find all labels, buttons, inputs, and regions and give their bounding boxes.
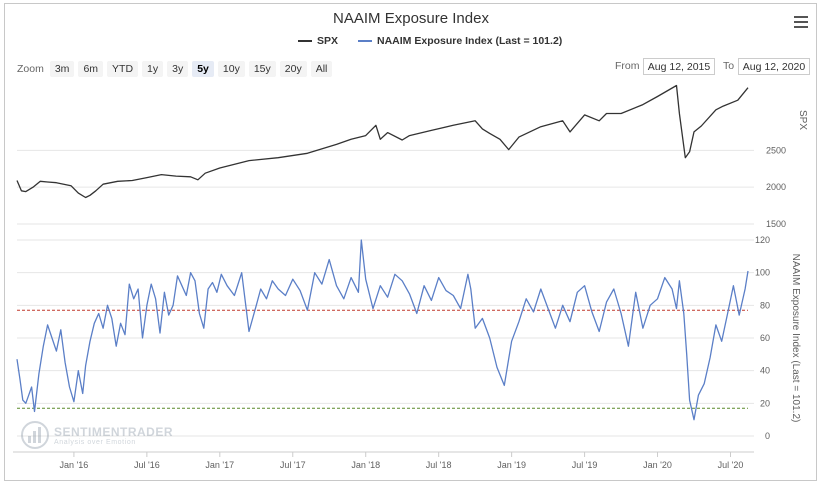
legend-label-spx: SPX: [317, 35, 339, 47]
hamburger-menu-icon[interactable]: [794, 16, 808, 28]
chart-frame: [4, 3, 817, 481]
watermark-tagline: Analysis over Emotion: [54, 438, 136, 446]
x-tick-label: Jan '17: [205, 460, 234, 470]
series-line-naaim: [16, 239, 749, 421]
y-tick-label-naaim: 60: [760, 333, 770, 343]
zoom-button-15y[interactable]: 15y: [248, 61, 276, 77]
zoom-button-1y[interactable]: 1y: [142, 61, 164, 77]
range-to-input[interactable]: Aug 12, 2020: [738, 58, 810, 75]
zoom-button-5y[interactable]: 5y: [192, 61, 214, 77]
zoom-button-10y[interactable]: 10y: [217, 61, 245, 77]
x-tick-label: Jan '16: [60, 460, 89, 470]
series-line-spx: [16, 84, 749, 199]
x-tick-label: Jul '20: [718, 460, 744, 470]
x-tick-label: Jan '20: [643, 460, 672, 470]
x-tick-label: Jan '18: [351, 460, 380, 470]
y-axis-title-naaim: NAAIM Exposure Index (Last = 101.2): [790, 254, 801, 423]
x-tick-label: Jan '19: [497, 460, 526, 470]
zoom-button-3y[interactable]: 3y: [167, 61, 189, 77]
zoom-label: Zoom: [17, 63, 44, 75]
y-tick-label-spx: 1500: [766, 219, 786, 229]
legend-swatch-naaim: [358, 40, 373, 42]
zoom-button-all[interactable]: All: [310, 61, 333, 77]
legend-label-naaim: NAAIM Exposure Index (Last = 101.2): [377, 35, 563, 47]
x-tick-label: Jul '19: [572, 460, 598, 470]
legend-swatch-spx: [298, 40, 312, 42]
range-from-label: From: [615, 60, 640, 72]
x-tick-label: Jul '16: [134, 460, 160, 470]
zoom-button-6m[interactable]: 6m: [78, 61, 104, 77]
watermark: SENTIMENTRADER Analysis over Emotion: [20, 420, 173, 450]
y-axis-title-spx: SPX: [797, 110, 808, 130]
y-tick-label-naaim: 100: [755, 268, 770, 278]
y-tick-label-naaim: 80: [760, 300, 770, 310]
legend-item-naaim[interactable]: NAAIM Exposure Index (Last = 101.2): [358, 35, 562, 47]
legend-item-spx[interactable]: SPX: [298, 35, 338, 47]
watermark-logo-icon: [20, 420, 50, 450]
y-tick-label-naaim: 40: [760, 366, 770, 376]
y-tick-label-naaim: 20: [760, 398, 770, 408]
chart-title: NAAIM Exposure Index: [333, 10, 489, 27]
watermark-name: SENTIMENTRADER: [54, 424, 174, 439]
x-tick-label: Jul '17: [280, 460, 306, 470]
y-tick-label-naaim: 120: [755, 235, 770, 245]
y-tick-label-spx: 2000: [766, 182, 786, 192]
y-tick-label-naaim: 0: [765, 431, 770, 441]
x-tick-label: Jul '18: [426, 460, 452, 470]
y-tick-label-spx: 2500: [766, 145, 786, 155]
range-from-input[interactable]: Aug 12, 2015: [643, 58, 715, 75]
range-to-label: To: [723, 60, 735, 72]
zoom-button-ytd[interactable]: YTD: [107, 61, 139, 77]
zoom-bar: Zoom 3m 6m YTD 1y 3y 5y 10y 15y 20y All: [17, 61, 336, 77]
legend: SPX NAAIM Exposure Index (Last = 101.2): [298, 35, 582, 47]
zoom-button-3m[interactable]: 3m: [49, 61, 75, 77]
zoom-button-20y[interactable]: 20y: [279, 61, 307, 77]
